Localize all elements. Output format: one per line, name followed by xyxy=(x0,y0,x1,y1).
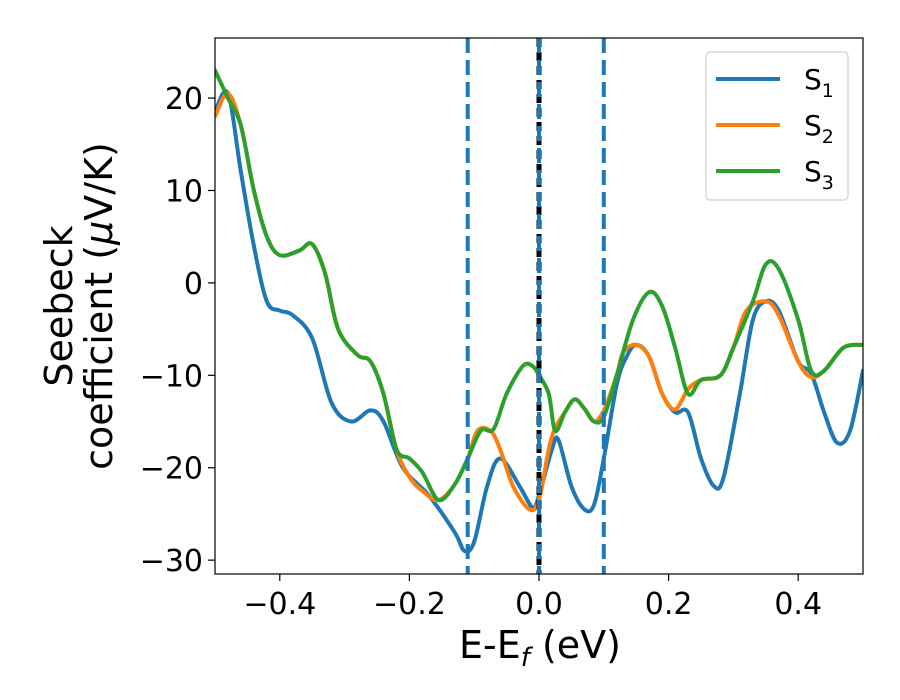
y-axis-label: Seebeck coefficient (μV/K) xyxy=(37,142,121,470)
series-line-s1 xyxy=(215,89,863,554)
y-axis-label-line1: Seebeck xyxy=(37,225,81,386)
y-axis-ticks: −30 −20 −10 0 10 20 xyxy=(140,82,215,579)
x-tick-label: 0.2 xyxy=(645,587,693,622)
x-axis-ticks: −0.4 −0.2 0.0 0.2 0.4 xyxy=(243,574,822,622)
x-tick-label: 0.4 xyxy=(774,587,822,622)
x-tick-label: 0.0 xyxy=(515,587,563,622)
y-tick-label: −30 xyxy=(140,544,203,579)
legend-label-s3: S3 xyxy=(804,155,834,194)
y-tick-label: 10 xyxy=(165,174,203,209)
legend-label-s2: S2 xyxy=(804,109,834,148)
legend-label-s1: S1 xyxy=(804,63,834,102)
y-tick-label: −10 xyxy=(140,359,203,394)
y-tick-label: 20 xyxy=(165,82,203,117)
x-tick-label: −0.4 xyxy=(243,587,316,622)
legend: S1 S2 S3 xyxy=(705,51,849,201)
y-tick-label: 0 xyxy=(184,267,203,302)
y-axis-label-line2: coefficient (μV/K) xyxy=(77,142,121,470)
x-tick-label: −0.2 xyxy=(373,587,446,622)
x-axis-label: E-Ef (eV) xyxy=(459,623,621,673)
vertical-reference-lines xyxy=(465,38,606,574)
y-tick-label: −20 xyxy=(140,452,203,487)
